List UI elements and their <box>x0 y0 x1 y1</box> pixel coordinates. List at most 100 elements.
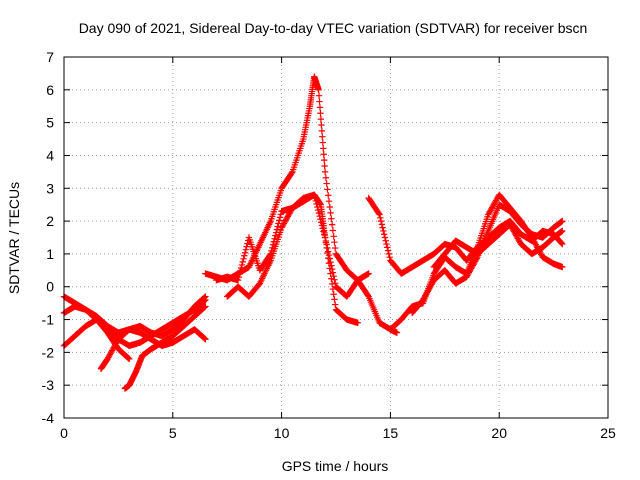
data-point <box>312 197 319 205</box>
y-tick-label: -3 <box>42 377 55 393</box>
data-point <box>320 145 327 152</box>
data-point <box>202 336 209 343</box>
data-point <box>376 211 383 218</box>
data-point <box>316 98 323 105</box>
data-point <box>237 264 245 272</box>
data-point <box>385 250 393 258</box>
y-tick-label: -2 <box>42 344 55 360</box>
series-sat-g <box>213 191 401 336</box>
series-sat-e <box>121 303 209 392</box>
data-point <box>126 355 133 363</box>
y-tick-label: -4 <box>42 410 55 426</box>
x-tick-label: 15 <box>383 425 399 441</box>
series-sat-f <box>202 73 372 284</box>
data-point <box>316 104 324 111</box>
y-tick-label: -1 <box>42 312 55 328</box>
y-tick-label: 7 <box>46 49 54 65</box>
data-point <box>375 210 382 217</box>
data-point <box>276 214 284 221</box>
data-point <box>288 169 295 177</box>
chart-title: Day 090 of 2021, Sidereal Day-to-day VTE… <box>79 20 588 36</box>
data-point <box>323 244 330 252</box>
data-point <box>332 280 339 287</box>
data-point <box>313 200 320 208</box>
data-point <box>239 258 246 266</box>
y-tick-label: 3 <box>46 180 54 196</box>
data-point <box>354 319 361 327</box>
x-tick-label: 5 <box>169 425 177 441</box>
y-axis-label: SDTVAR / TECUs <box>6 182 22 294</box>
data-point <box>315 86 322 94</box>
data-point <box>321 234 329 241</box>
data-point <box>381 234 389 241</box>
data-point <box>379 224 386 231</box>
data-point <box>326 203 333 211</box>
data-point <box>277 211 285 218</box>
x-tick-label: 0 <box>60 425 68 441</box>
data-point <box>325 197 333 205</box>
data-point <box>328 221 336 228</box>
data-point <box>276 217 283 224</box>
data-point <box>323 180 330 187</box>
data-point <box>315 92 323 99</box>
data-point <box>329 285 337 293</box>
data-point <box>318 222 326 229</box>
data-point <box>378 221 386 228</box>
data-point <box>383 240 390 248</box>
data-point <box>328 275 335 282</box>
data-point <box>317 115 325 123</box>
data-point <box>316 212 323 220</box>
data-point <box>318 121 325 129</box>
x-tick-label: 20 <box>491 425 507 441</box>
data-point <box>320 151 327 158</box>
series-sat-h <box>224 191 361 327</box>
y-tick-label: 4 <box>46 147 54 163</box>
data-point <box>125 355 132 362</box>
data-point <box>244 240 251 247</box>
data-point <box>327 209 334 217</box>
data-point <box>329 227 337 234</box>
data-point <box>558 240 565 247</box>
data-point <box>365 270 372 277</box>
data-point <box>243 243 250 250</box>
y-tick-label: 1 <box>46 246 54 262</box>
series-sat-c <box>60 303 133 363</box>
data-point <box>235 273 243 281</box>
data-point <box>272 232 279 239</box>
data-point <box>328 215 335 222</box>
data-point <box>242 246 250 253</box>
data-point <box>328 280 336 288</box>
data-point <box>332 244 339 252</box>
data-point <box>314 203 321 211</box>
plot-frame <box>63 56 609 419</box>
x-tick-label: 25 <box>600 425 616 441</box>
y-tick-label: 2 <box>46 213 54 229</box>
data-point <box>201 297 208 304</box>
data-point <box>557 239 565 246</box>
data-point <box>321 168 329 176</box>
data-point <box>202 303 209 310</box>
data-point <box>236 270 243 278</box>
data-point <box>202 296 209 304</box>
data-point <box>325 192 332 199</box>
data-point <box>318 219 325 226</box>
data-point <box>201 335 208 342</box>
y-tick-label: 0 <box>46 279 54 295</box>
data-point <box>317 216 324 223</box>
data-point <box>377 217 385 225</box>
data-point <box>386 253 393 261</box>
data-point <box>325 260 333 267</box>
data-point <box>330 291 337 298</box>
axes-layer: 0 5 10 15 20 25 -4 -3 -2 -1 0 1 2 3 4 5 6 7 <box>42 49 616 441</box>
data-point <box>559 240 566 248</box>
data-point <box>380 227 387 235</box>
data-point <box>320 156 328 164</box>
data-point <box>384 247 392 254</box>
data-point <box>325 248 332 255</box>
data-point <box>384 244 391 251</box>
data-point <box>322 174 330 181</box>
data-point <box>319 139 326 146</box>
data-point <box>241 249 249 256</box>
data-point <box>320 228 327 235</box>
data-point <box>331 276 338 283</box>
